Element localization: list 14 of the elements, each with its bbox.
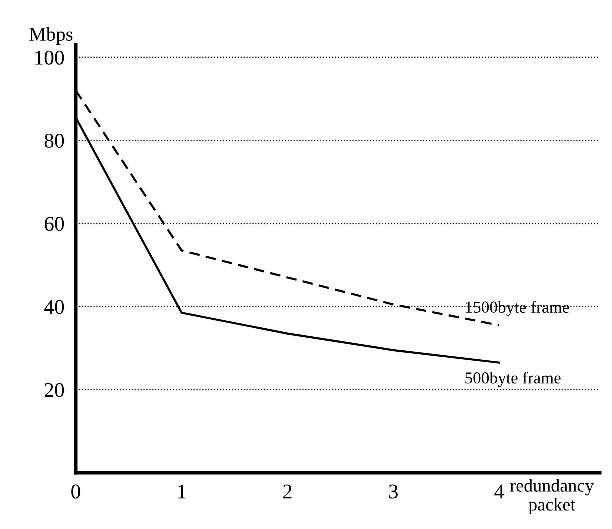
x-tick-label: 0 xyxy=(72,484,80,499)
x-axis-title: redundancy packet xyxy=(510,479,594,515)
x-tick-label: 4 xyxy=(494,484,504,499)
series-label: 500byte frame xyxy=(466,372,561,388)
series-label: 1500byte frame xyxy=(466,301,570,316)
y-axis-title: Mbps xyxy=(30,27,73,45)
y-tick-label: 60 xyxy=(44,217,64,232)
y-tick-label: 40 xyxy=(44,300,64,314)
x-tick-label: 3 xyxy=(389,484,398,499)
x-tick-label: 2 xyxy=(283,484,292,499)
y-tick-label: 20 xyxy=(44,383,64,398)
x-tick-label: 1 xyxy=(178,484,186,499)
y-tick-label: 100 xyxy=(35,50,64,65)
y-tick-label: 80 xyxy=(44,134,64,148)
